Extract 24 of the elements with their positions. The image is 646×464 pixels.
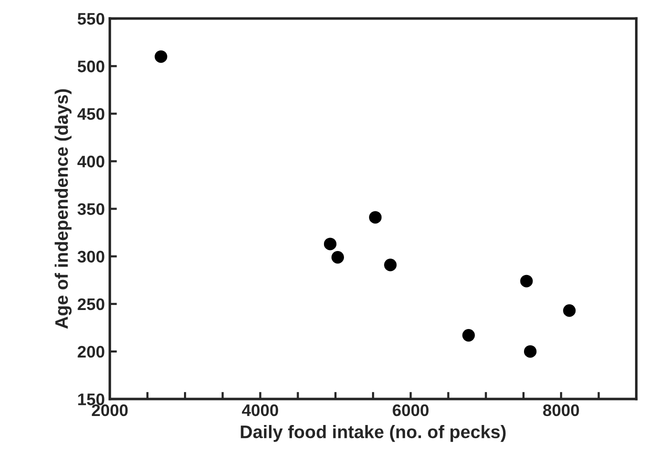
y-axis-title: Age of independence (days): [54, 89, 72, 329]
y-tick-label: 150: [78, 393, 104, 406]
y-tick-label: 400: [77, 156, 104, 168]
point: [520, 274, 533, 288]
y-tick-label: 500: [78, 60, 104, 72]
x-tick-label: 4000: [242, 404, 278, 416]
point: [369, 211, 382, 224]
point: [462, 329, 475, 342]
y-tick-label: 350: [78, 203, 104, 216]
y-tick-label: 550: [78, 12, 104, 25]
y-tick-label: 200: [78, 346, 104, 358]
y-tick-label: 250: [78, 298, 104, 310]
point: [524, 345, 537, 358]
point: [331, 251, 344, 264]
point: [563, 304, 576, 317]
point: [384, 258, 397, 272]
x-tick-label: 6000: [392, 404, 429, 416]
x-tick-label: 2000: [92, 404, 128, 416]
y-tick-label: 300: [78, 250, 104, 263]
x-axis-title: Daily food intake (no. of pecks): [240, 424, 506, 442]
x-tick-label: 8000: [543, 404, 579, 416]
point: [154, 50, 168, 63]
y-tick-label: 450: [77, 108, 104, 120]
point: [324, 238, 336, 250]
